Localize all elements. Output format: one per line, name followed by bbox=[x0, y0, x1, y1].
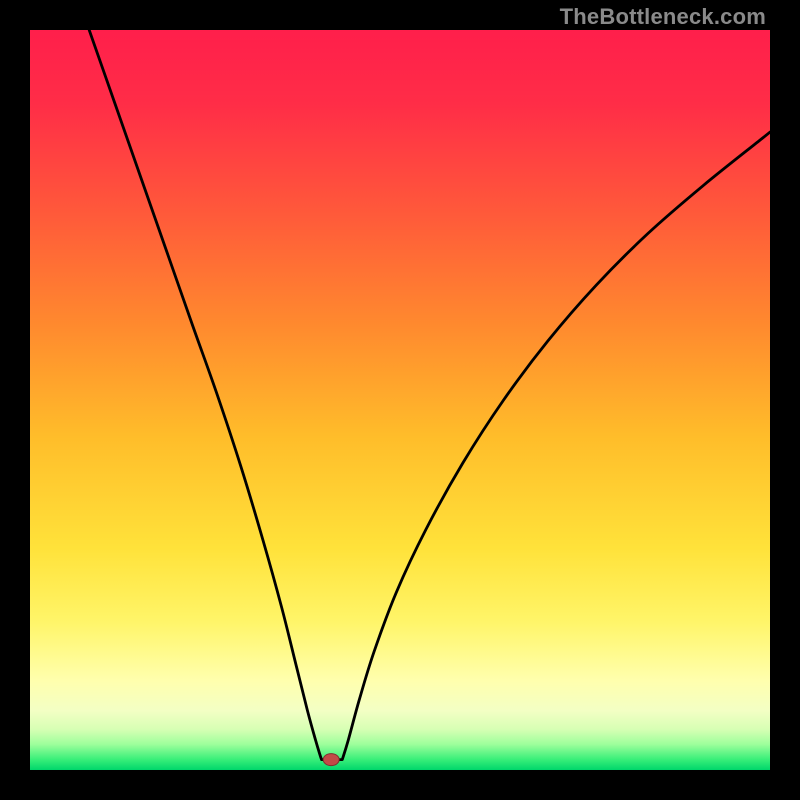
gradient-background bbox=[30, 30, 770, 770]
bottleneck-chart bbox=[30, 30, 770, 770]
watermark-text: TheBottleneck.com bbox=[560, 4, 766, 30]
optimal-point-marker bbox=[323, 754, 339, 766]
chart-frame: TheBottleneck.com bbox=[0, 0, 800, 800]
plot-area bbox=[30, 30, 770, 770]
